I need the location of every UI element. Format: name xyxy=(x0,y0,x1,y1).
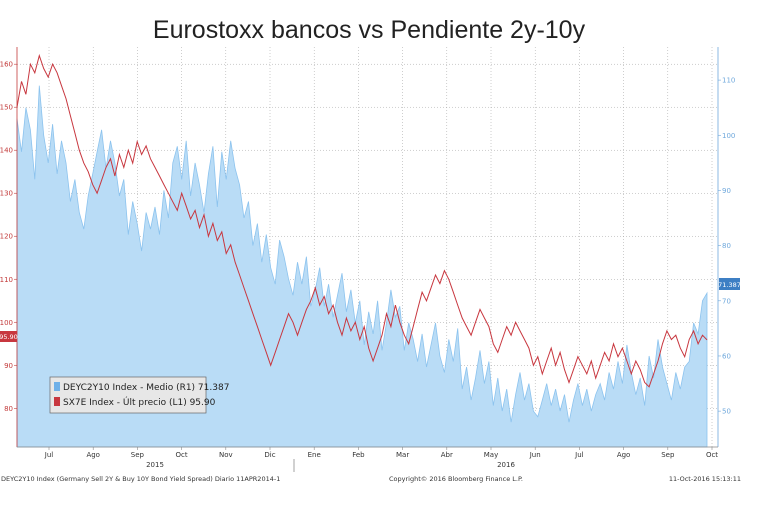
x-axis-ticks: Jul Ago Sep Oct Nov Dic Ene Feb Mar Abr May Jun Jul A… xyxy=(44,447,718,472)
x-tick-label: Ago xyxy=(86,451,100,459)
x-tick-label: Oct xyxy=(706,451,718,459)
left-tick-label: 160 xyxy=(0,61,13,69)
x-tick-label: Sep xyxy=(131,451,145,459)
x-tick-label: Sep xyxy=(661,451,675,459)
right-tick-label: 80 xyxy=(722,242,731,250)
x-tick-label: Dic xyxy=(264,451,275,459)
x-tick-label: Jul xyxy=(574,451,584,459)
right-tick-label: 50 xyxy=(722,408,731,416)
area-fill-deyc2y10 xyxy=(16,85,708,448)
right-tick-label: 60 xyxy=(722,352,731,360)
right-tick-label: 100 xyxy=(722,132,735,140)
right-tick-label: 90 xyxy=(722,187,731,195)
legend-swatch-deyc2y10 xyxy=(54,382,60,391)
x-tick-label: Nov xyxy=(219,451,233,459)
sx7e-last-value: 95.90 xyxy=(0,333,18,341)
x-tick-label: Jul xyxy=(44,451,54,459)
x-tick-label: Mar xyxy=(396,451,409,459)
legend-label-deyc2y10: DEYC2Y10 Index - Medio (R1) 71.387 xyxy=(63,383,229,393)
chart-title: Eurostoxx bancos vs Pendiente 2y-10y xyxy=(153,16,586,44)
legend-swatch-sx7e xyxy=(54,397,60,406)
right-tick-label: 110 xyxy=(722,77,735,85)
footer-center: Copyright© 2016 Bloomberg Finance L.P. xyxy=(389,475,523,483)
right-tick-label: 70 xyxy=(722,297,731,305)
left-tick-label: 110 xyxy=(0,276,13,284)
x-tick-label: Jun xyxy=(529,451,541,459)
year-label: 2016 xyxy=(497,461,515,469)
series-area-deyc2y10 xyxy=(16,85,708,448)
line-path-sx7e xyxy=(16,53,708,388)
x-tick-label: Abr xyxy=(441,451,453,459)
sx7e-last-value-badge: 95.90 xyxy=(0,331,18,342)
axes xyxy=(16,47,719,448)
left-tick-label: 130 xyxy=(0,190,13,198)
legend: DEYC2Y10 Index - Medio (R1) 71.387 SX7E … xyxy=(49,376,229,414)
year-label: 2015 xyxy=(146,461,164,469)
left-tick-label: 140 xyxy=(0,147,13,155)
x-tick-label: Ene xyxy=(308,451,321,459)
footer-left: DEYC2Y10 Index (Germany Sell 2Y & Buy 10… xyxy=(1,475,280,483)
x-tick-label: May xyxy=(484,451,498,459)
left-tick-label: 100 xyxy=(0,319,13,327)
left-tick-label: 120 xyxy=(0,233,13,241)
deyc-last-value-badge: 71.387 xyxy=(718,278,741,290)
footer-right: 11-Oct-2016 15:13:11 xyxy=(669,475,741,483)
deyc-last-value: 71.387 xyxy=(718,281,741,289)
legend-label-sx7e: SX7E Index - Últ precio (L1) 95.90 xyxy=(63,396,216,408)
left-tick-label: 150 xyxy=(0,104,13,112)
left-axis-ticks: 80 90 100 110 120 130 140 150 160 xyxy=(0,61,17,413)
x-tick-label: Oct xyxy=(176,451,188,459)
x-tick-label: Feb xyxy=(352,451,365,459)
left-tick-label: 80 xyxy=(4,405,13,413)
x-tick-label: Ago xyxy=(617,451,631,459)
left-tick-label: 90 xyxy=(4,362,13,370)
series-line-sx7e xyxy=(16,53,708,388)
right-axis-ticks: 50 60 70 80 90 100 110 xyxy=(718,77,735,416)
